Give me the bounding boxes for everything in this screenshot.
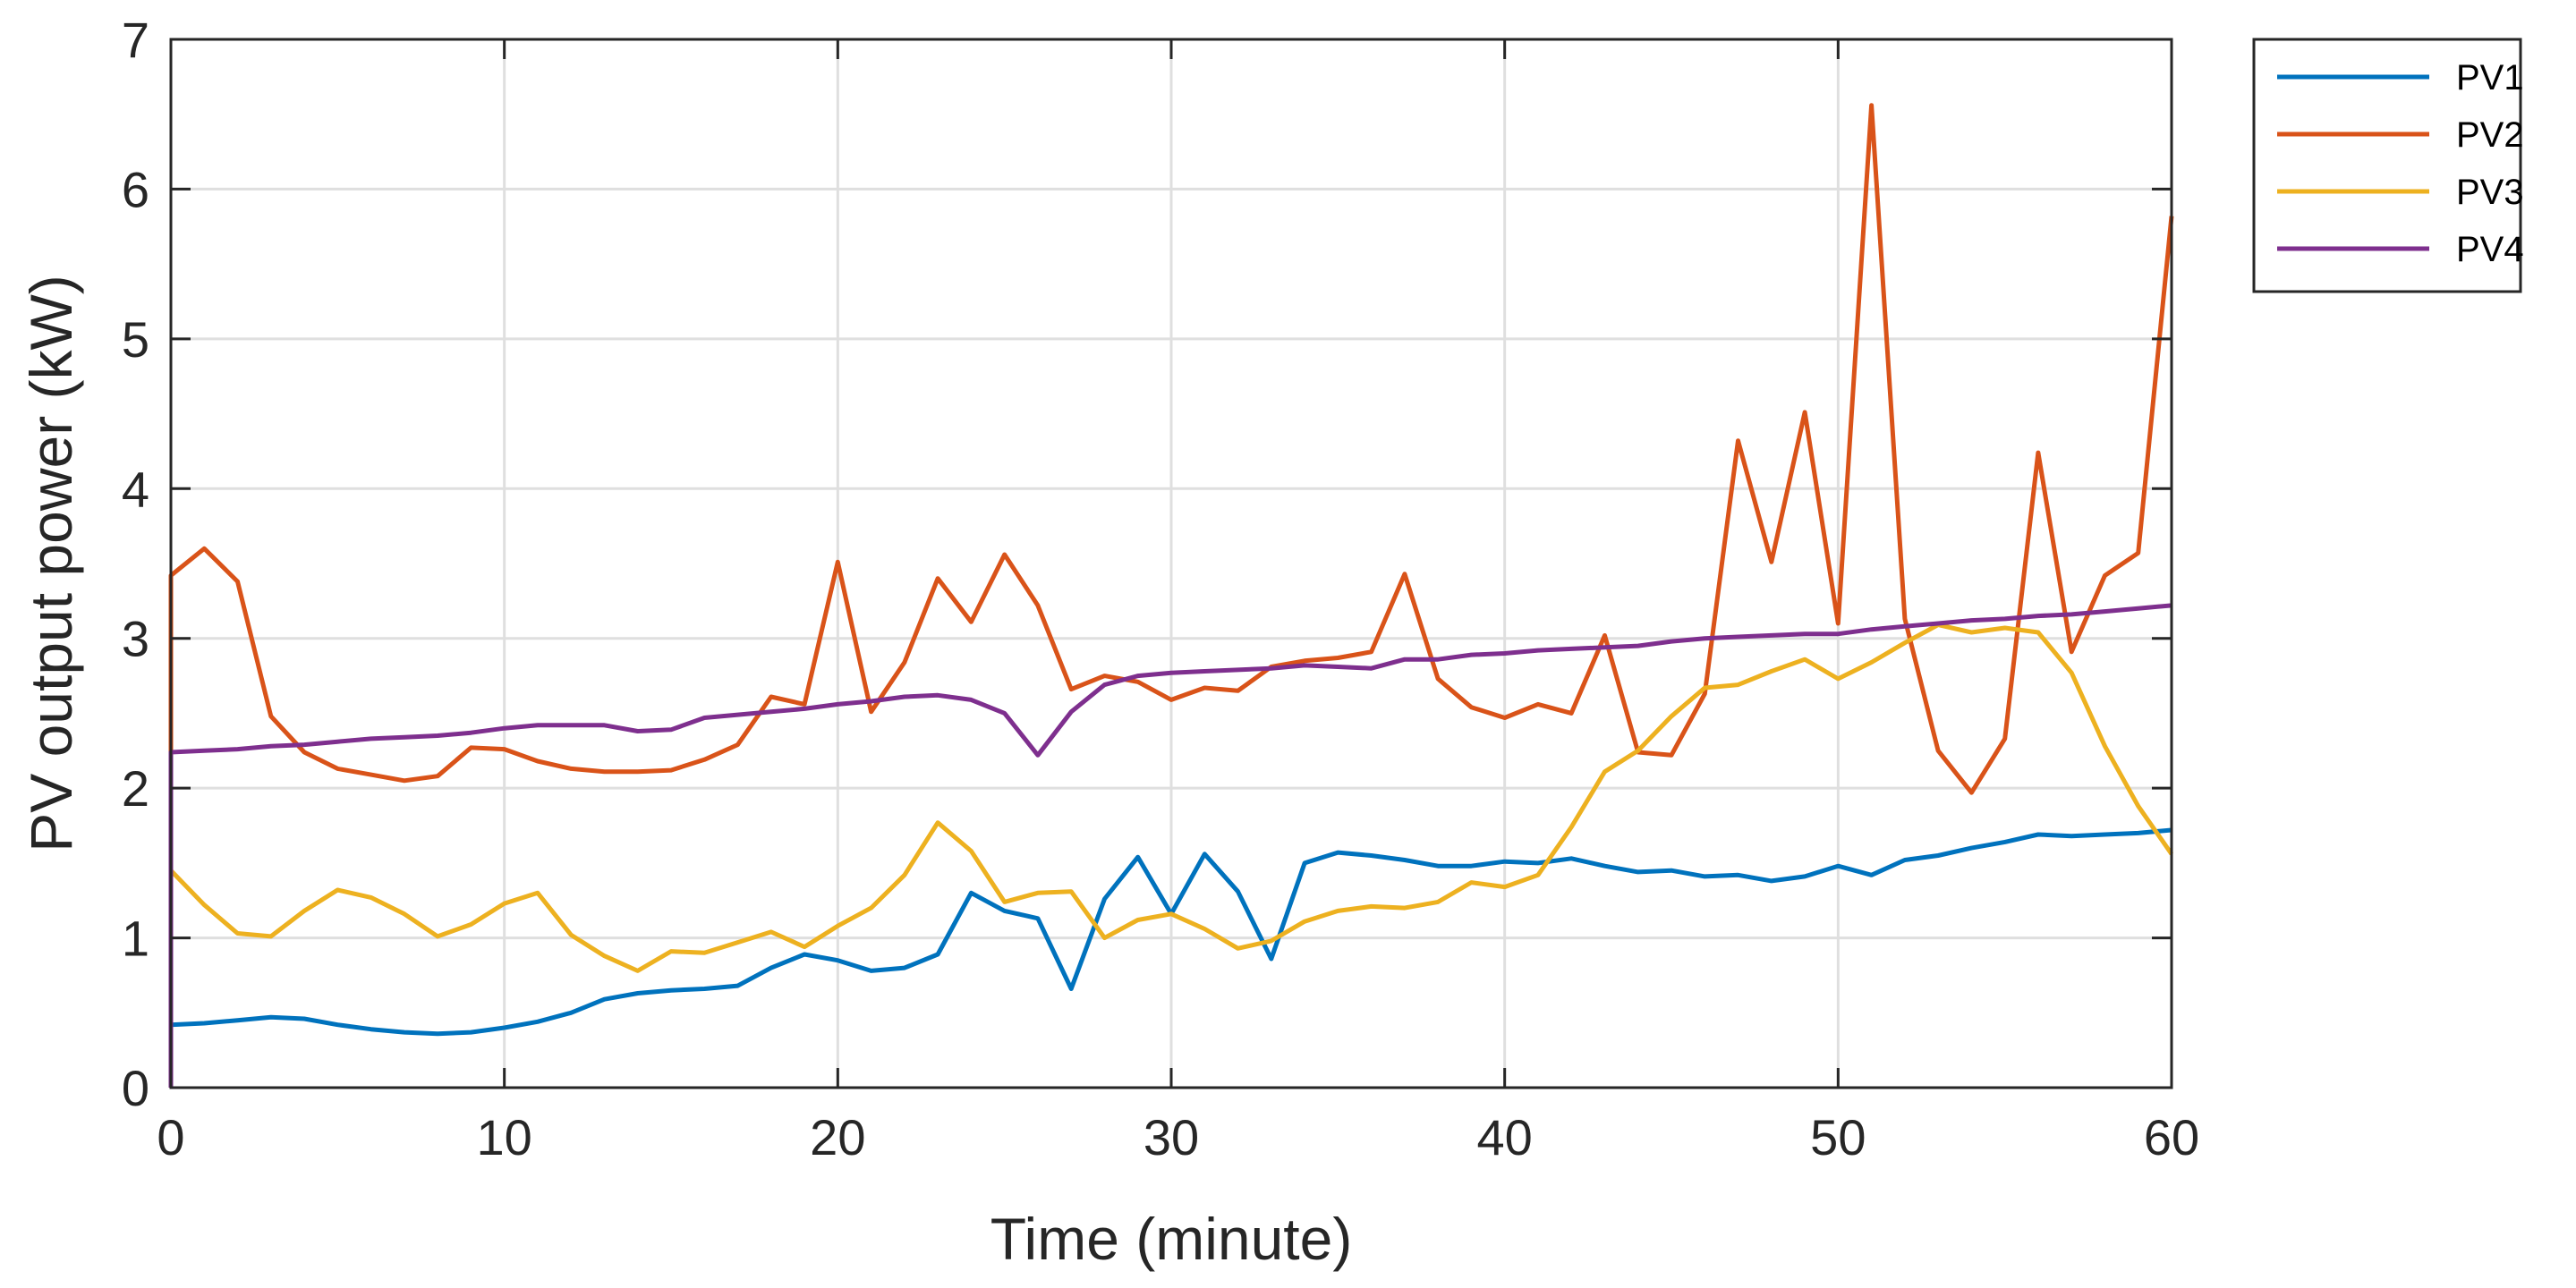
x-tick-label: 0 xyxy=(157,1109,184,1165)
x-tick-label: 40 xyxy=(1477,1109,1533,1165)
x-tick-label: 10 xyxy=(477,1109,532,1165)
y-tick-label: 0 xyxy=(122,1060,149,1116)
x-tick-labels: 0 10 20 30 40 50 60 xyxy=(157,1109,2199,1165)
y-tick-labels: 0 1 2 3 4 5 6 7 xyxy=(122,12,149,1116)
series-line-pv3 xyxy=(168,623,2174,1088)
legend: PV1 PV2 PV3 PV4 xyxy=(2252,38,2524,293)
y-tick-label: 5 xyxy=(122,311,149,368)
x-tick-label: 20 xyxy=(810,1109,865,1165)
x-axis-label: Time (minute) xyxy=(990,1206,1353,1272)
x-tick-label: 50 xyxy=(1810,1109,1866,1165)
legend-label-pv4: PV4 xyxy=(2456,230,2524,269)
axis-ticks xyxy=(169,38,2173,1089)
y-tick-label: 2 xyxy=(122,760,149,817)
y-tick-label: 4 xyxy=(122,461,149,517)
series-lines xyxy=(168,103,2174,1088)
y-tick-label: 6 xyxy=(122,161,149,217)
legend-label-pv1: PV1 xyxy=(2456,58,2524,97)
x-tick-label: 30 xyxy=(1143,1109,1199,1165)
y-tick-label: 1 xyxy=(122,911,149,967)
y-axis-label: PV output power (kW) xyxy=(18,275,84,852)
legend-label-pv2: PV2 xyxy=(2456,115,2524,155)
x-tick-label: 60 xyxy=(2144,1109,2199,1165)
y-tick-label: 3 xyxy=(122,611,149,667)
legend-label-pv3: PV3 xyxy=(2456,173,2524,212)
series-line-pv2 xyxy=(168,103,2174,1088)
series-line-pv1 xyxy=(168,827,2172,1088)
y-tick-label: 7 xyxy=(122,12,149,68)
series-line-pv4 xyxy=(168,603,2172,1088)
